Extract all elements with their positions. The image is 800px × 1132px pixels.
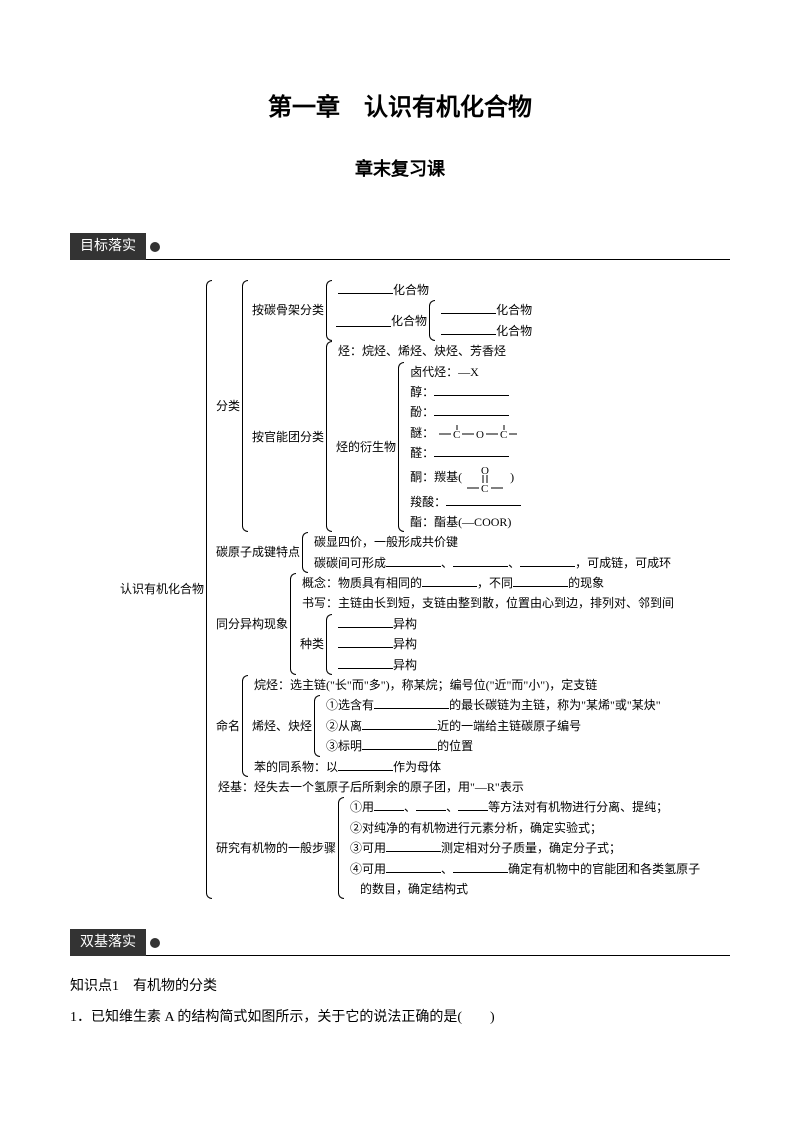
svg-text:C: C xyxy=(481,483,488,492)
leaf: 碳碳间可形成、、，可成链，可成环 xyxy=(312,553,671,573)
carbonyl-structure-icon: O C xyxy=(465,464,507,492)
chapter-subtitle: 章末复习课 xyxy=(70,156,730,183)
leaf: 碳显四价，一般形成共价键 xyxy=(312,532,671,552)
leaf-ester: 酯：酯基(—COOR) xyxy=(408,512,521,532)
leaf: 烷烃：选主链("长"而"多")，称某烷；编号位("近"而"小")，定支链 xyxy=(252,675,661,695)
leaf: ①选含有的最长碳链为主链，称为"某烯"或"某炔" xyxy=(324,695,661,715)
leaf: ③标明的位置 xyxy=(324,736,661,756)
node-functional-group: 按官能团分类 xyxy=(252,341,326,532)
node-hydrocarbyl: 烃基：烃失去一个氢原子后所剩余的原子团，用"—R"表示 xyxy=(216,777,700,797)
node-class: 分类 xyxy=(216,280,242,532)
svg-text:C: C xyxy=(500,429,507,441)
node-isomer: 同分异构现象 xyxy=(216,573,290,675)
section-tag-2: 双基落实 xyxy=(70,929,146,956)
leaf-ether: 醚： C O C xyxy=(408,423,521,443)
svg-text:O: O xyxy=(481,465,489,477)
node-alkene-alkyne: 烯烃、炔烃 xyxy=(252,695,314,756)
knowledge-tree: 认识有机化合物 分类 按碳骨架分类 化合物 化合物 xyxy=(70,280,730,899)
leaf: ②对纯净的有机物进行元素分析，确定实验式； xyxy=(348,818,700,838)
leaf: ②从离近的一端给主链碳原子编号 xyxy=(324,716,661,736)
node-bond: 碳原子成键特点 xyxy=(216,532,302,573)
divider xyxy=(70,259,730,260)
svg-text:O: O xyxy=(476,429,484,441)
leaf: ③可用测定相对分子质量，确定分子式； xyxy=(348,838,700,858)
leaf-hydrocarbon: 烃：烷烃、烯烃、炔烃、芳香烃 xyxy=(336,341,521,361)
leaf: 的数目，确定结构式 xyxy=(348,879,700,899)
question-number: 1． xyxy=(70,1010,91,1025)
leaf: 化合物 xyxy=(336,280,532,300)
leaf: 异构 xyxy=(336,655,417,675)
section-basics: 双基落实 xyxy=(70,929,730,956)
leaf: ①用、、等方法对有机物进行分离、提纯； xyxy=(348,797,700,817)
svg-text:C: C xyxy=(453,429,460,441)
node-isomer-type: 种类 xyxy=(300,614,326,675)
leaf: ④可用、确定有机物中的官能团和各类氢原子 xyxy=(348,859,700,879)
ether-structure-icon: C O C xyxy=(437,425,517,443)
leaf: 化合物 xyxy=(439,300,532,320)
section-objectives: 目标落实 xyxy=(70,233,730,260)
leaf: 异构 xyxy=(336,634,417,654)
leaf: 苯的同系物：以作为母体 xyxy=(252,757,661,777)
tree-root: 认识有机化合物 xyxy=(120,280,206,899)
chapter-title: 第一章 认识有机化合物 xyxy=(70,90,730,126)
knowledge-point-1-title: 知识点1 有机物的分类 xyxy=(70,976,730,997)
node-derivatives: 烃的衍生物 xyxy=(336,362,398,533)
node-naming: 命名 xyxy=(216,675,242,777)
leaf: 书写：主链由长到短，支链由整到散，位置由心到边，排列对、邻到间 xyxy=(300,593,674,613)
question-1: 1．已知维生素 A 的结构简式如图所示，关于它的说法正确的是( ) xyxy=(70,1007,730,1028)
section-tag-1: 目标落实 xyxy=(70,233,146,260)
leaf-ketone: 酮：羰基( O C xyxy=(408,464,521,492)
leaf-carboxylic: 羧酸： xyxy=(408,492,521,512)
leaf-aldehyde: 醛： xyxy=(408,443,521,463)
node-carbon-skeleton: 按碳骨架分类 xyxy=(252,280,326,341)
leaf: 化合物 xyxy=(336,300,429,341)
leaf: 异构 xyxy=(336,614,417,634)
leaf: 化合物 xyxy=(439,321,532,341)
leaf: 概念：物质具有相同的，不同的现象 xyxy=(300,573,674,593)
leaf-alcohol: 醇： xyxy=(408,382,521,402)
leaf-halo: 卤代烃：—X xyxy=(408,362,521,382)
divider xyxy=(70,955,730,956)
question-text: 已知维生素 A 的结构简式如图所示，关于它的说法正确的是( ) xyxy=(91,1010,495,1025)
node-research-steps: 研究有机物的一般步骤 xyxy=(216,797,338,899)
leaf-phenol: 酚： xyxy=(408,402,521,422)
